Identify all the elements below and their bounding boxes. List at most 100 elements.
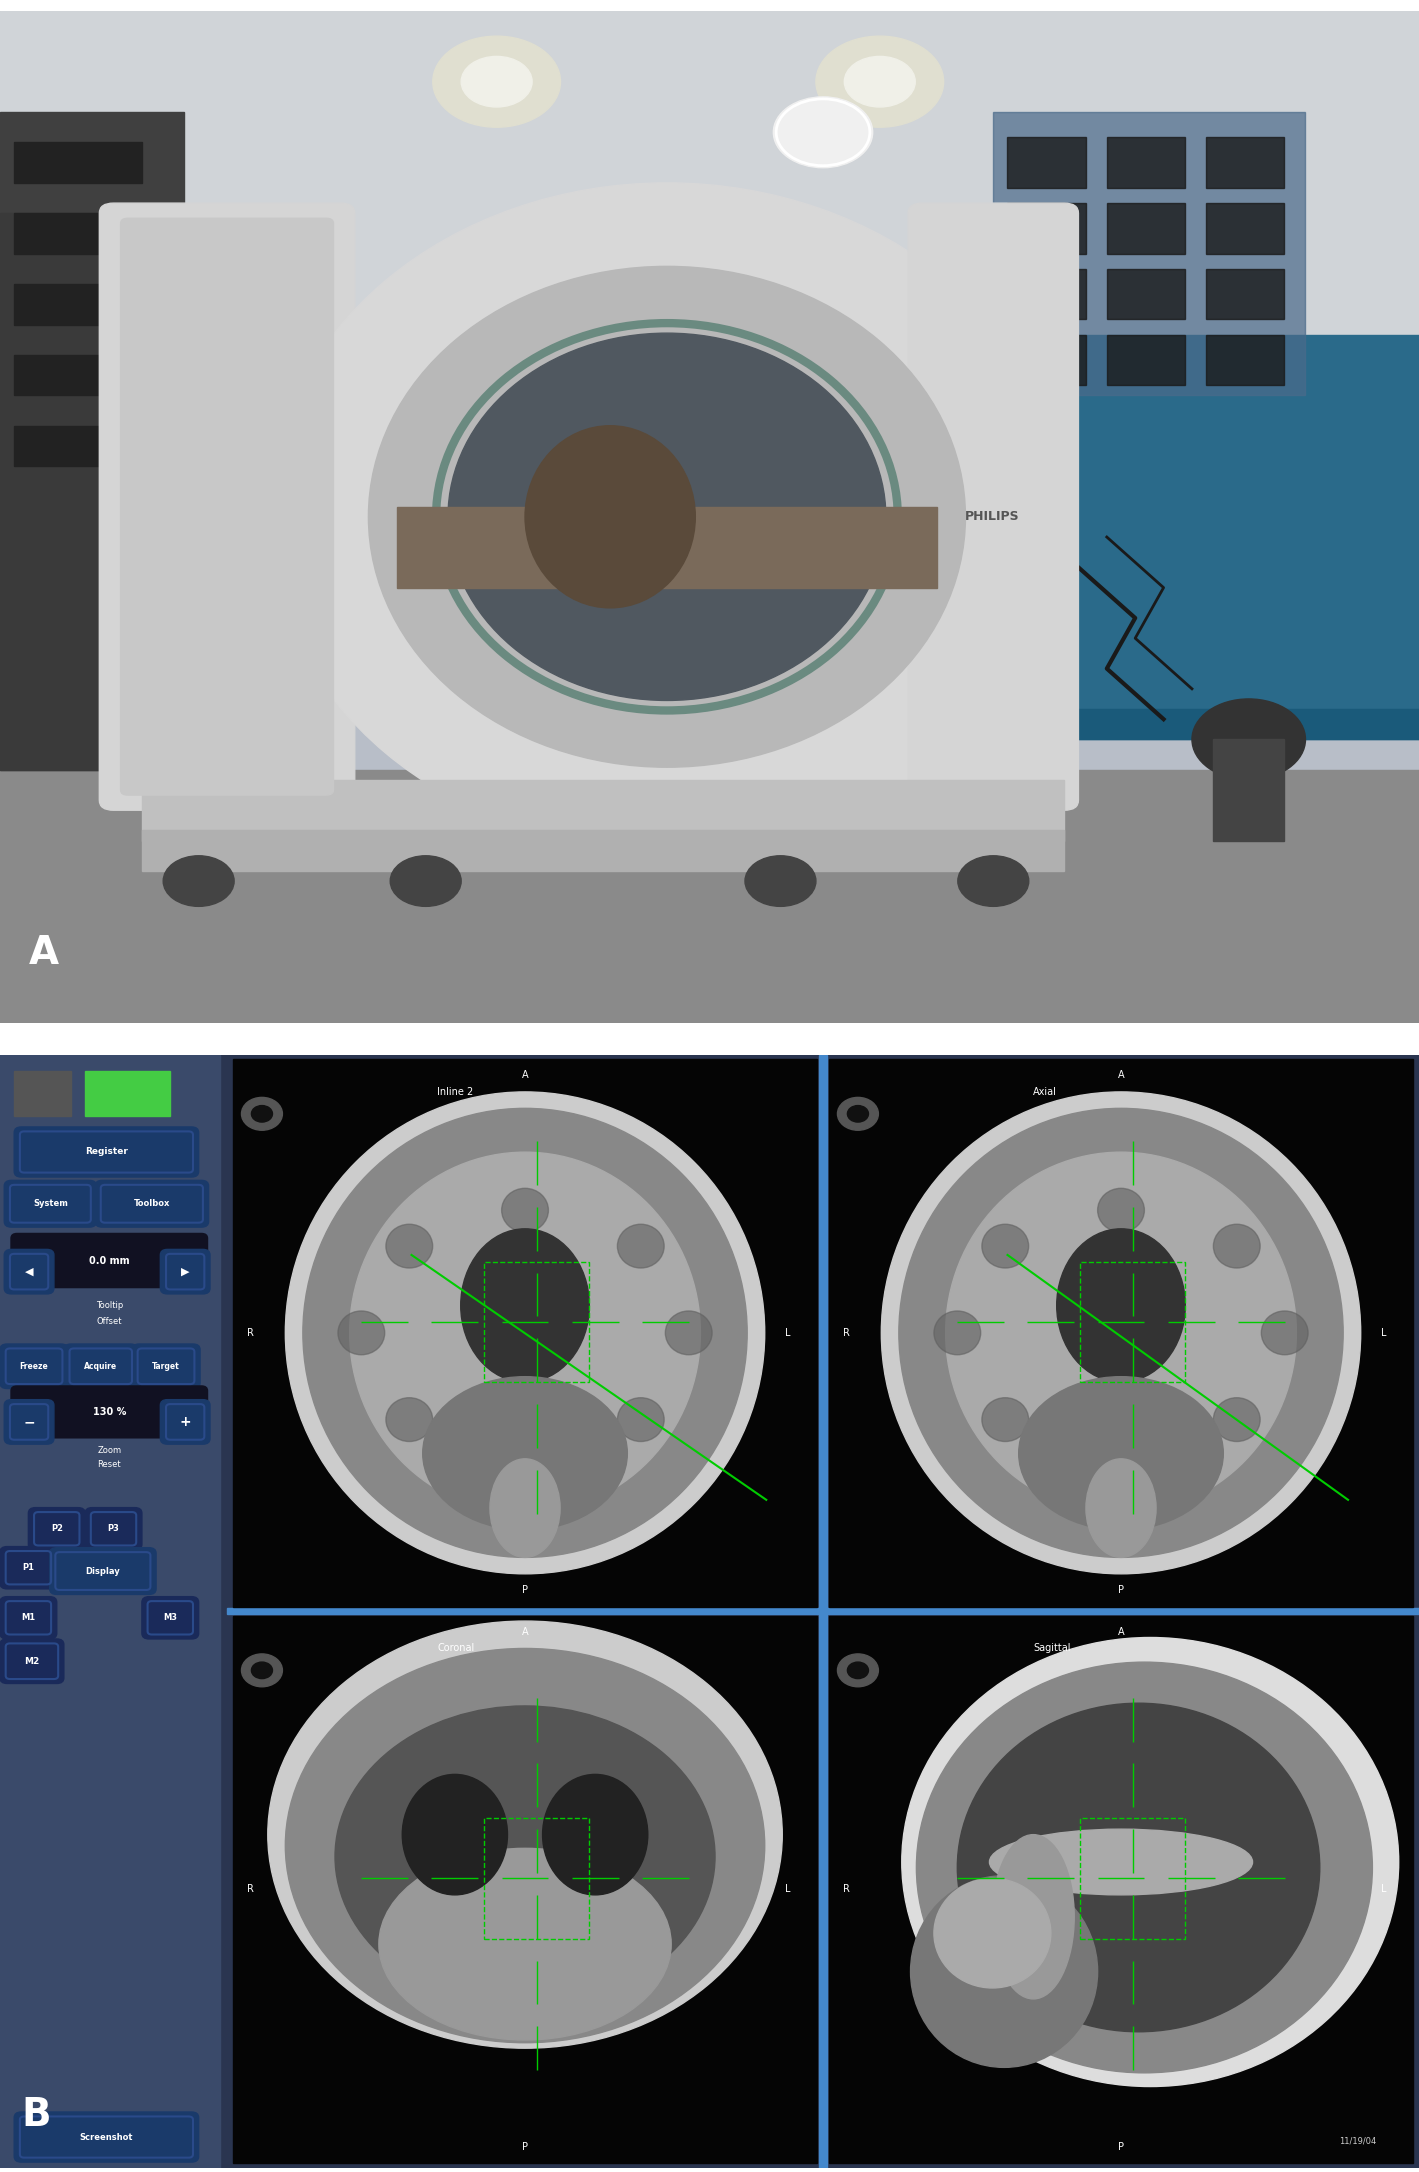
FancyBboxPatch shape xyxy=(4,1249,54,1295)
Ellipse shape xyxy=(502,1188,548,1232)
Text: Tooltip: Tooltip xyxy=(95,1301,123,1310)
Bar xyxy=(1080,1818,1185,1940)
Circle shape xyxy=(390,856,461,906)
Ellipse shape xyxy=(989,1829,1253,1894)
Text: A: A xyxy=(1118,1071,1124,1079)
Ellipse shape xyxy=(898,1108,1344,1557)
Bar xyxy=(14,143,142,182)
Bar xyxy=(142,780,1064,841)
Ellipse shape xyxy=(386,1225,433,1268)
Text: M2: M2 xyxy=(24,1657,40,1666)
Ellipse shape xyxy=(1019,1377,1223,1529)
Ellipse shape xyxy=(917,1662,1372,2072)
Bar xyxy=(1007,269,1086,319)
Ellipse shape xyxy=(241,1097,282,1129)
Bar xyxy=(14,354,142,395)
Bar xyxy=(227,1607,1419,1614)
Bar xyxy=(0,769,1419,1023)
Ellipse shape xyxy=(934,1312,981,1355)
Bar xyxy=(484,1262,589,1381)
Ellipse shape xyxy=(386,1399,433,1442)
Ellipse shape xyxy=(911,1877,1098,2068)
Text: 130 %: 130 % xyxy=(92,1407,126,1416)
Bar xyxy=(0,1056,220,2168)
Bar xyxy=(0,113,184,769)
FancyBboxPatch shape xyxy=(0,1546,57,1590)
Text: Register: Register xyxy=(85,1147,128,1156)
FancyBboxPatch shape xyxy=(11,1234,207,1288)
Text: B: B xyxy=(21,2096,51,2135)
Circle shape xyxy=(163,856,234,906)
Text: System: System xyxy=(33,1199,68,1208)
Text: P: P xyxy=(522,1586,528,1594)
Text: R: R xyxy=(843,1327,850,1338)
Ellipse shape xyxy=(490,1460,561,1557)
FancyBboxPatch shape xyxy=(132,1344,200,1388)
FancyBboxPatch shape xyxy=(14,1127,199,1177)
Text: R: R xyxy=(247,1885,254,1894)
Text: −: − xyxy=(23,1414,35,1429)
Ellipse shape xyxy=(945,1151,1297,1514)
Ellipse shape xyxy=(1057,1229,1185,1381)
Ellipse shape xyxy=(502,1434,548,1477)
Bar xyxy=(993,113,1305,395)
Circle shape xyxy=(251,1662,272,1679)
Text: P1: P1 xyxy=(23,1564,34,1573)
Text: 0.0 mm: 0.0 mm xyxy=(89,1255,129,1266)
Ellipse shape xyxy=(268,182,1064,851)
Text: ◀: ◀ xyxy=(26,1266,33,1277)
Bar xyxy=(14,285,142,324)
Bar xyxy=(14,1071,71,1116)
FancyBboxPatch shape xyxy=(11,1386,207,1438)
Ellipse shape xyxy=(837,1653,878,1688)
Bar xyxy=(1007,204,1086,254)
FancyBboxPatch shape xyxy=(0,1596,57,1640)
Bar xyxy=(1206,137,1284,189)
Bar xyxy=(819,1056,827,2168)
Text: P2: P2 xyxy=(51,1525,62,1533)
Text: +: + xyxy=(179,1414,192,1429)
Text: L: L xyxy=(785,1885,790,1894)
Ellipse shape xyxy=(335,1705,715,2007)
Text: P3: P3 xyxy=(108,1525,119,1533)
Circle shape xyxy=(251,1106,272,1123)
FancyBboxPatch shape xyxy=(50,1549,156,1594)
Text: P: P xyxy=(1118,1586,1124,1594)
Circle shape xyxy=(816,37,944,128)
Text: 11/19/04: 11/19/04 xyxy=(1340,2137,1376,2146)
Text: A: A xyxy=(28,934,58,973)
Ellipse shape xyxy=(241,1653,282,1688)
FancyBboxPatch shape xyxy=(28,1507,85,1551)
FancyBboxPatch shape xyxy=(64,1344,138,1388)
Text: Reset: Reset xyxy=(98,1460,121,1468)
Circle shape xyxy=(847,1106,868,1123)
Ellipse shape xyxy=(837,1097,878,1129)
Bar xyxy=(14,213,142,254)
Bar xyxy=(1206,334,1284,384)
Text: L: L xyxy=(1381,1885,1386,1894)
Circle shape xyxy=(461,56,532,106)
Text: Axial: Axial xyxy=(1033,1086,1057,1097)
FancyBboxPatch shape xyxy=(95,1179,209,1227)
Ellipse shape xyxy=(379,1848,671,2040)
Text: P: P xyxy=(522,2142,528,2152)
Ellipse shape xyxy=(617,1399,664,1442)
Circle shape xyxy=(745,856,816,906)
FancyBboxPatch shape xyxy=(4,1179,96,1227)
Circle shape xyxy=(773,98,873,167)
Text: Offset: Offset xyxy=(96,1316,122,1327)
Bar xyxy=(829,1060,1413,1607)
Bar xyxy=(1007,137,1086,189)
Bar xyxy=(1206,204,1284,254)
Ellipse shape xyxy=(525,426,695,608)
FancyBboxPatch shape xyxy=(121,219,333,795)
Text: M3: M3 xyxy=(163,1614,177,1622)
Bar xyxy=(85,1071,170,1116)
Bar xyxy=(233,1616,817,2163)
Bar xyxy=(1080,1262,1185,1381)
Ellipse shape xyxy=(461,1229,589,1381)
FancyBboxPatch shape xyxy=(0,1640,64,1683)
FancyBboxPatch shape xyxy=(14,2111,199,2161)
Text: L: L xyxy=(1381,1327,1386,1338)
FancyBboxPatch shape xyxy=(85,1507,142,1551)
